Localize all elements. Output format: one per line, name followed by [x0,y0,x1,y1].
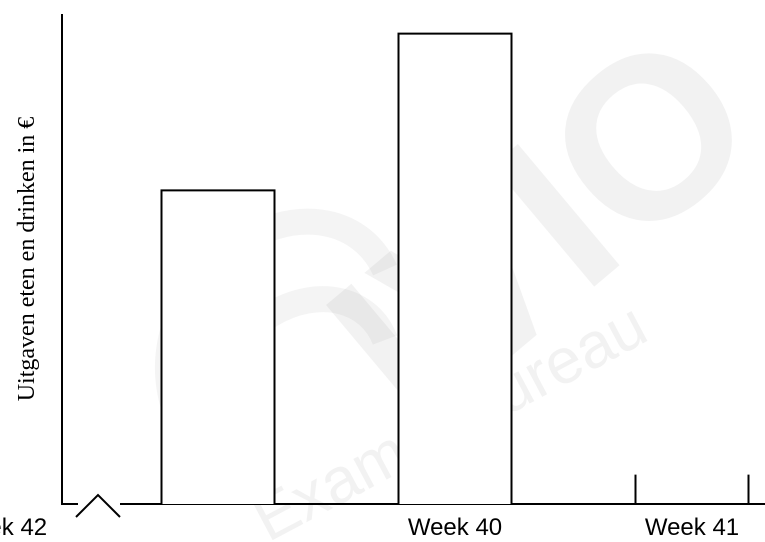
bar-week-41 [397,32,513,504]
x-tick-label-week-41: Week 41 [645,514,739,541]
bars [160,32,750,504]
x-tick-labels: Week 40 Week 41 Week 42 [0,514,739,541]
y-axis-break [75,493,121,518]
bar-week-42 [634,474,750,504]
x-tick-label-week-42: Week 42 [0,514,47,541]
bar-week-40 [160,189,276,504]
x-tick-label-week-40: Week 40 [408,514,502,541]
y-axis-label: Uitgaven eten en drinken in € [14,117,40,402]
